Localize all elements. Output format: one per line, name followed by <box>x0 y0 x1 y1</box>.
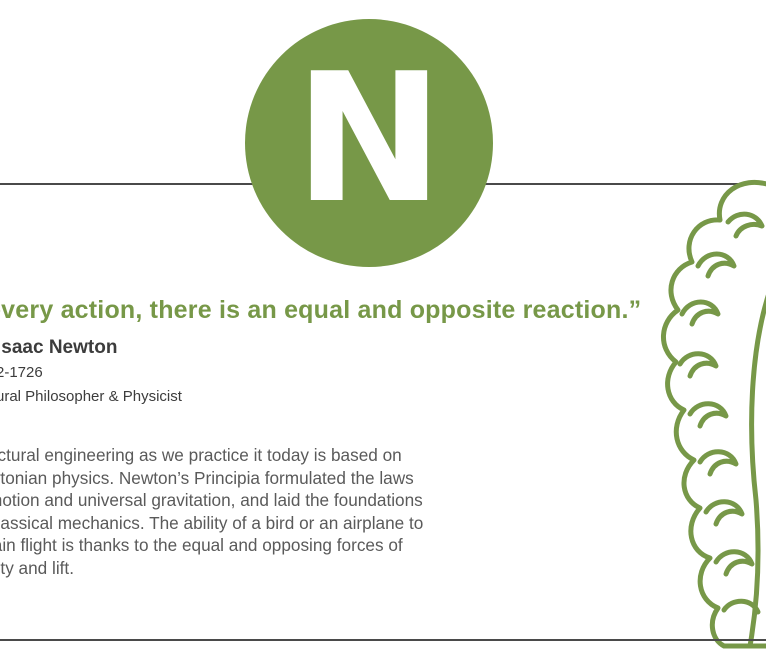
author-role: ural Philosopher & Physicist <box>0 388 182 405</box>
body-line: wtonian physics. Newton’s Principia form… <box>0 467 414 488</box>
body-line: motion and universal gravitation, and la… <box>0 490 423 510</box>
body-line: classical mechanics. The ability of a bi… <box>0 512 424 533</box>
body-text: uctural engineering as we practice it to… <box>0 444 528 579</box>
letter-badge: N <box>245 19 493 267</box>
body-line: vity and lift. <box>0 557 74 578</box>
author-name: Isaac Newton <box>0 337 118 358</box>
quote-block: r every action, there is an equal and op… <box>0 296 642 405</box>
badge-letter: N <box>294 35 444 242</box>
body-line: uctural engineering as we practice it to… <box>0 445 402 465</box>
author-dates: 2-1726 <box>0 364 43 381</box>
body-line: tain flight is thanks to the equal and o… <box>0 535 403 555</box>
quote-text: r every action, there is an equal and op… <box>0 296 642 324</box>
newton-wig-illustration <box>661 179 766 649</box>
bottom-divider <box>0 639 766 641</box>
